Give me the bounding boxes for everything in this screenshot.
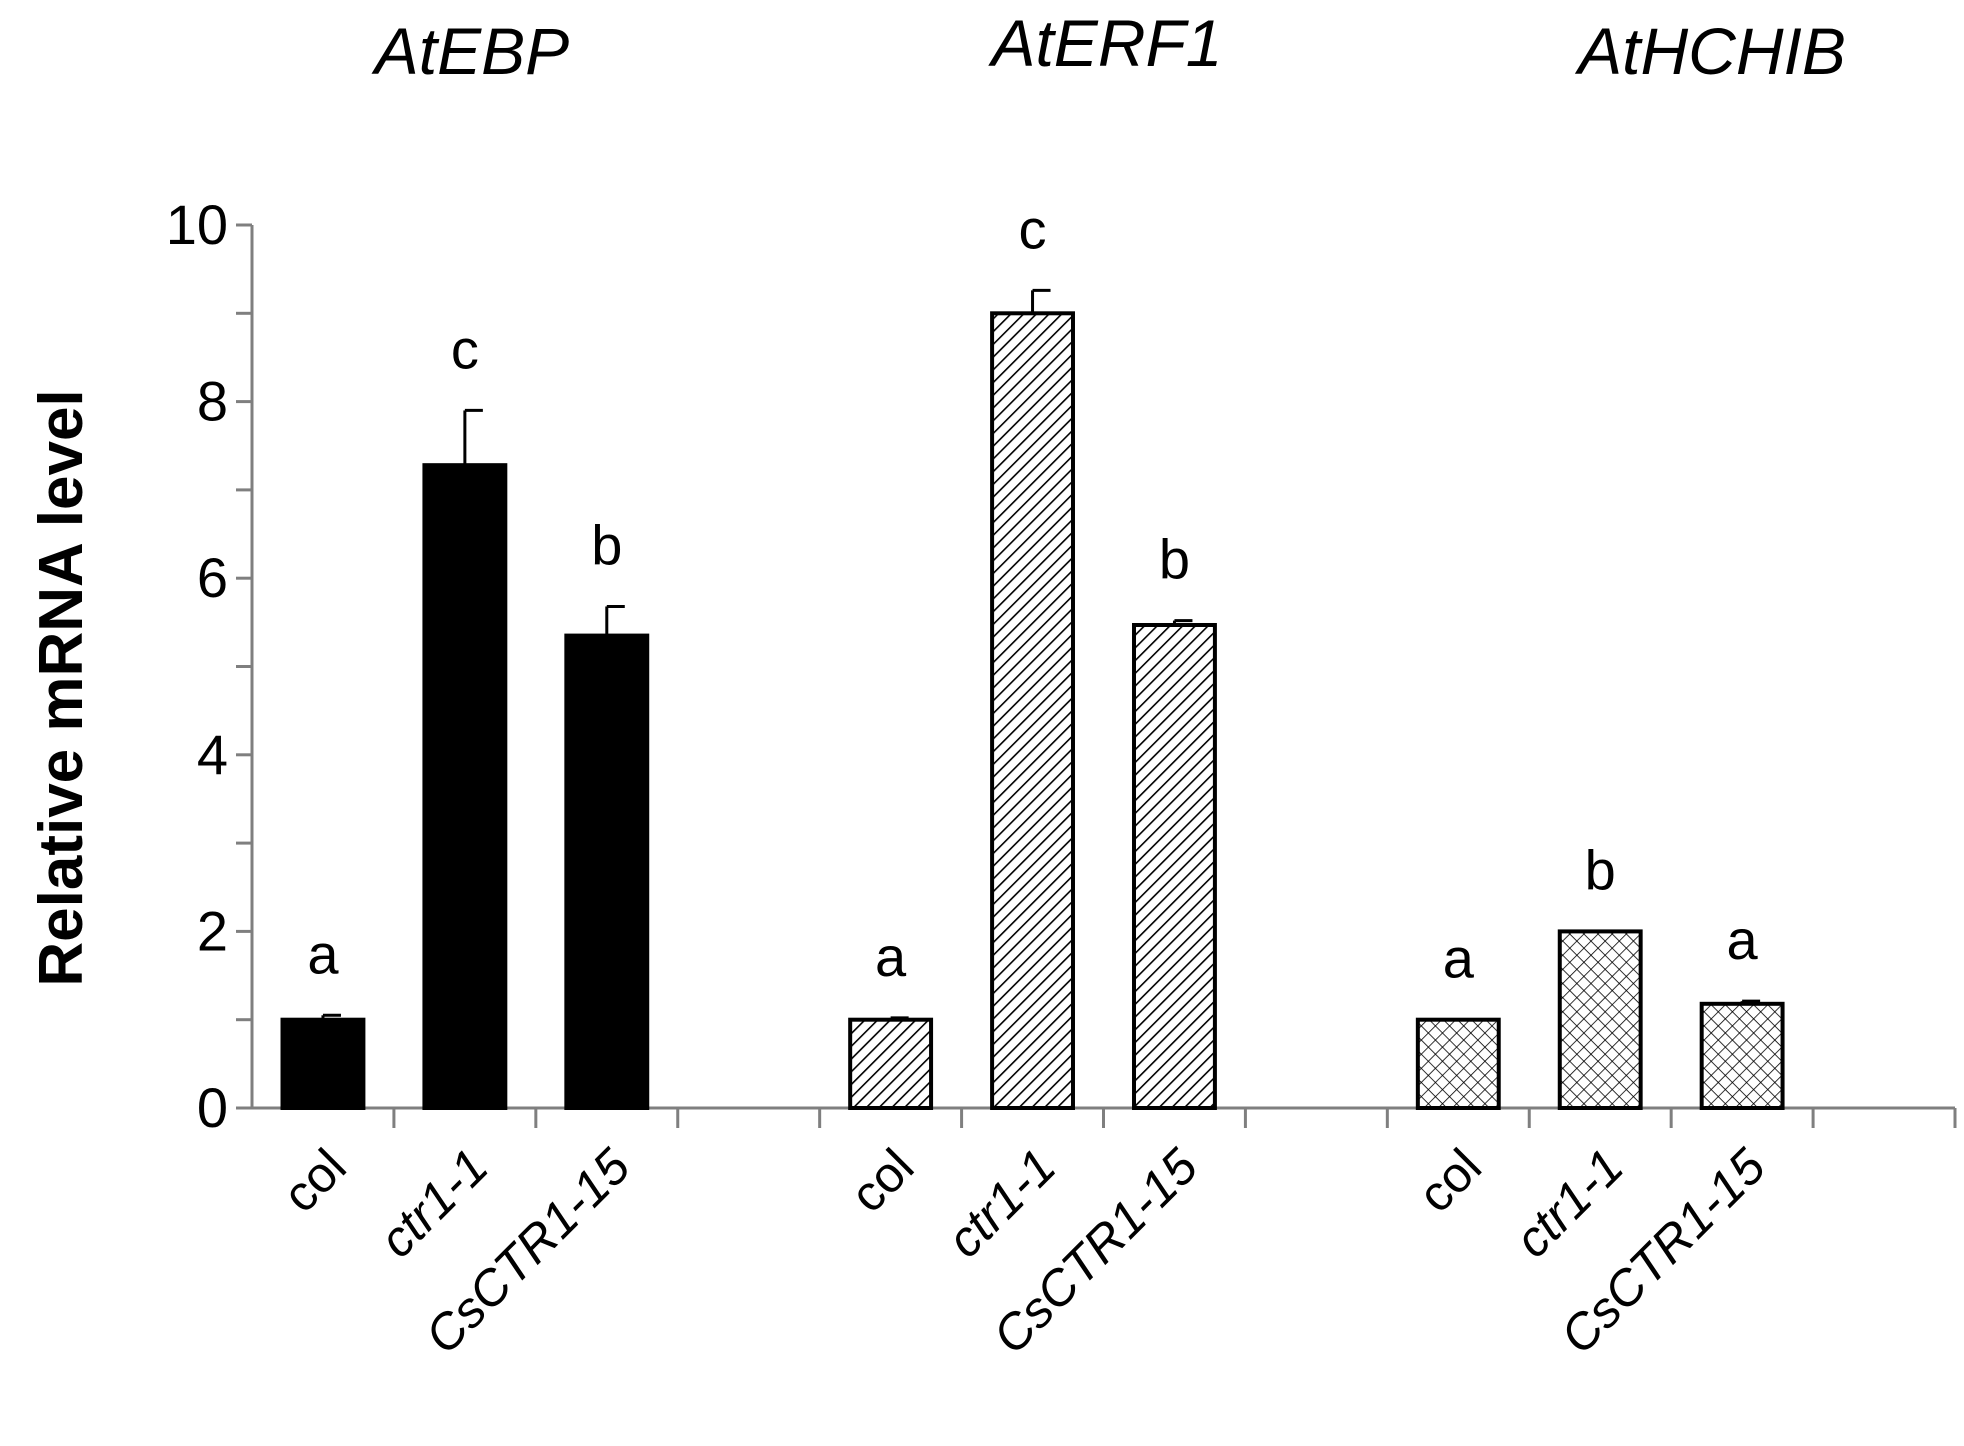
significance-label: b <box>1585 838 1616 901</box>
error-bar <box>463 408 483 466</box>
gene-title-atebp: AtEBP <box>371 14 569 88</box>
bar <box>1132 622 1217 1111</box>
error-bar <box>321 1013 341 1020</box>
bar <box>1699 1001 1785 1111</box>
significance-label: b <box>1159 528 1190 591</box>
y-tick-label: 2 <box>197 899 228 962</box>
significance-label: a <box>875 925 907 988</box>
axes <box>250 225 1957 1128</box>
error-bar <box>1740 999 1761 1004</box>
error-bar <box>605 604 625 636</box>
y-axis-title: Relative mRNA level <box>27 389 96 986</box>
gene-titles: AtEBP AtERF1 AtHCHIB <box>371 6 1846 88</box>
gene-title-aterf1: AtERF1 <box>987 6 1222 80</box>
category-label: ctr1-1 <box>1504 1138 1634 1268</box>
category-label: col <box>840 1138 925 1223</box>
bar <box>280 1017 366 1111</box>
y-tick-label: 0 <box>197 1076 228 1139</box>
bar <box>848 1017 934 1111</box>
error-bars <box>321 288 1761 1020</box>
significance-label: b <box>591 513 622 576</box>
y-tick-label: 6 <box>197 546 228 609</box>
significance-label: a <box>307 922 339 985</box>
significance-labels: a c b a c b a b a <box>307 197 1758 989</box>
error-bar <box>1031 288 1051 314</box>
category-label: col <box>1407 1138 1492 1223</box>
gene-title-athchib: AtHCHIB <box>1574 14 1846 88</box>
bar <box>1557 929 1643 1111</box>
significance-label: a <box>1727 908 1759 971</box>
category-label: ctr1-1 <box>936 1138 1066 1268</box>
bar <box>564 633 650 1110</box>
category-label: col <box>272 1138 357 1223</box>
category-label: ctr1-1 <box>369 1138 499 1268</box>
error-bar <box>889 1016 909 1020</box>
bar <box>422 463 508 1110</box>
significance-label: a <box>1443 927 1475 990</box>
bar <box>990 311 1075 1110</box>
significance-label: c <box>451 317 479 380</box>
significance-label: c <box>1019 197 1047 260</box>
y-axis-ticks: 0 2 4 6 8 10 <box>166 193 252 1139</box>
y-tick-label: 10 <box>166 193 228 256</box>
y-tick-label: 4 <box>197 723 228 786</box>
bars <box>280 311 1785 1111</box>
bar <box>1415 1017 1501 1111</box>
y-tick-label: 8 <box>197 370 228 433</box>
error-bar <box>1172 619 1193 625</box>
